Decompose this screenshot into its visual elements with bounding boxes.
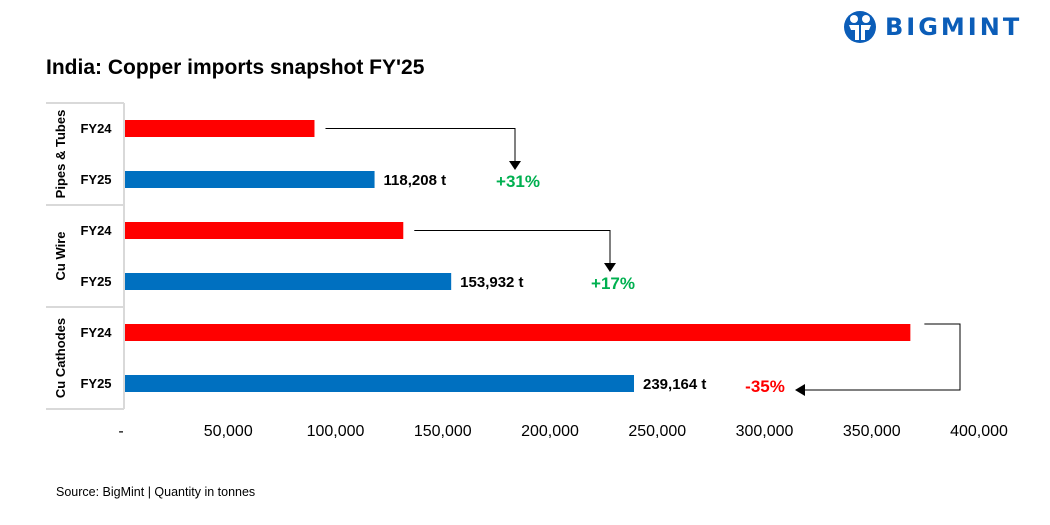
x-tick-label: 350,000 — [843, 423, 901, 440]
change-arrow — [803, 323, 961, 391]
x-tick-label: 50,000 — [204, 423, 253, 440]
bar-category-label: FY24 — [80, 223, 112, 238]
change-arrow — [414, 230, 611, 265]
data-label: 153,932 t — [460, 274, 523, 291]
bar-category-label: FY24 — [80, 121, 112, 136]
change-label: -35% — [745, 377, 785, 396]
arrowhead — [509, 161, 521, 170]
group-label: Pipes & Tubes — [53, 110, 68, 199]
bar-category-label: FY25 — [80, 376, 111, 391]
bar-category-label: FY25 — [80, 172, 111, 187]
data-label: 239,164 t — [643, 376, 706, 393]
x-tick-label: 100,000 — [307, 423, 365, 440]
x-tick-label: 300,000 — [736, 423, 794, 440]
data-label: 118,208 t — [384, 172, 447, 189]
logo-icon — [844, 11, 876, 43]
logo-text: BIGMINT — [885, 13, 1023, 41]
x-tick-label: 150,000 — [414, 423, 472, 440]
group-label: Cu Cathodes — [53, 318, 68, 398]
arrowhead — [604, 263, 616, 272]
change-label: +31% — [496, 172, 540, 191]
x-tick-label: 400,000 — [950, 423, 1008, 440]
bar-fy25 — [125, 375, 635, 392]
x-tick-label: 200,000 — [521, 423, 579, 440]
bar-fy25 — [125, 273, 452, 290]
bar-fy25 — [125, 171, 375, 188]
chart-title: India: Copper imports snapshot FY'25 — [46, 56, 425, 79]
arrowhead — [795, 384, 805, 396]
bar-category-label: FY25 — [80, 274, 111, 289]
change-arrow — [325, 128, 516, 163]
source-note: Source: BigMint | Quantity in tonnes — [56, 485, 256, 499]
bar-fy24 — [125, 222, 404, 239]
bigmint-logo: BIGMINT — [843, 10, 1022, 44]
x-tick-label: - — [118, 423, 123, 440]
bar-category-label: FY24 — [80, 325, 112, 340]
change-label: +17% — [591, 274, 635, 293]
group-label: Cu Wire — [53, 232, 68, 281]
bar-fy24 — [125, 120, 315, 137]
x-tick-label: 250,000 — [628, 423, 686, 440]
bar-fy24 — [125, 324, 911, 341]
